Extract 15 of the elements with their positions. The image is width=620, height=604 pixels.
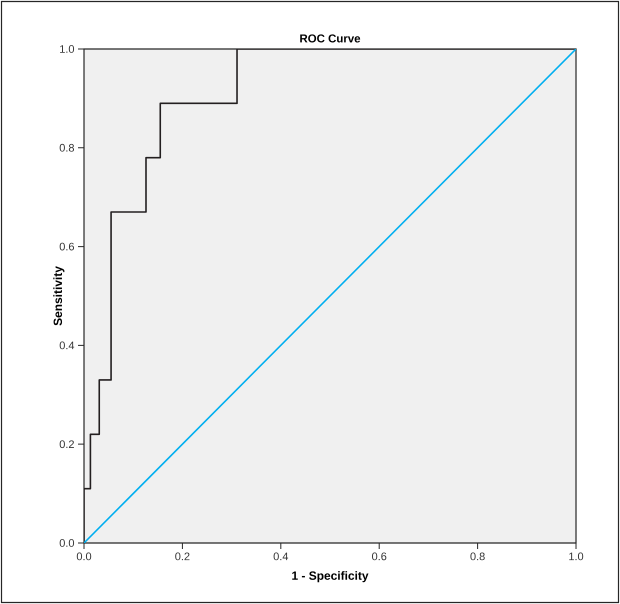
- y-tick-label: 0.8: [60, 144, 74, 152]
- y-tick-label: 1.0: [60, 45, 74, 53]
- x-axis-title: 1 - Specificity: [292, 571, 368, 582]
- y-tick-label: 0.4: [60, 342, 74, 350]
- y-tick-label: 0.0: [60, 539, 74, 547]
- y-tick-label: 0.2: [60, 440, 74, 448]
- x-tick-label: 0.2: [175, 552, 190, 560]
- chart-title: ROC Curve: [300, 34, 360, 42]
- x-tick-label: 0.6: [372, 552, 386, 560]
- x-tick-label: 0.4: [274, 552, 288, 560]
- x-tick-label: 0.0: [76, 552, 92, 560]
- y-axis-title: Sensitivity: [53, 266, 64, 326]
- x-tick-label: 0.8: [470, 552, 485, 560]
- x-tick-label: 1.0: [569, 552, 584, 560]
- y-tick-label: 0.6: [60, 242, 74, 250]
